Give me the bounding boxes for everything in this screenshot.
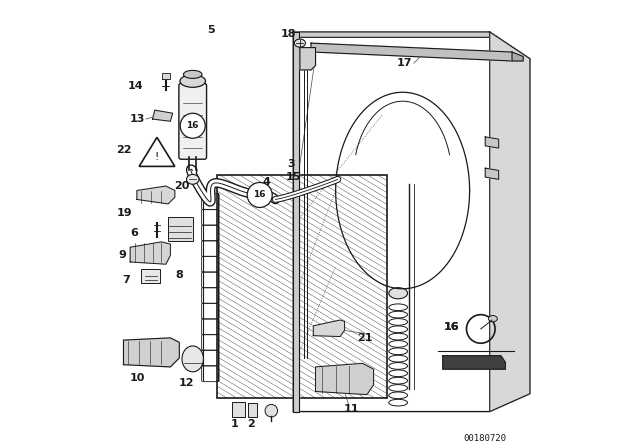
Text: 10: 10 [129,373,145,383]
FancyBboxPatch shape [232,402,244,418]
Text: 5: 5 [207,25,214,35]
Text: 12: 12 [179,378,194,388]
Text: 16: 16 [444,322,460,332]
Circle shape [247,182,272,207]
Circle shape [265,405,278,417]
Polygon shape [137,186,175,204]
Polygon shape [152,110,173,121]
Text: 21: 21 [357,333,372,343]
Text: !: ! [155,152,159,162]
Text: 15: 15 [285,172,301,182]
Ellipse shape [294,39,305,47]
Ellipse shape [180,75,205,87]
Text: 19: 19 [116,208,132,218]
Text: 16: 16 [253,190,266,199]
Polygon shape [293,32,530,63]
Text: 4: 4 [262,177,270,186]
Ellipse shape [488,315,497,322]
Bar [162,73,170,79]
Bar [217,175,387,398]
Text: 8: 8 [175,270,183,280]
Text: 18: 18 [281,29,296,39]
Text: 13: 13 [130,114,145,124]
Text: 9: 9 [118,250,127,260]
Text: 14: 14 [128,81,144,90]
Polygon shape [293,32,299,412]
Text: 22: 22 [116,145,131,155]
Ellipse shape [388,288,408,299]
Text: 6: 6 [131,228,139,238]
Text: 00180720: 00180720 [464,434,507,443]
Polygon shape [490,32,530,412]
Polygon shape [316,363,374,395]
Polygon shape [485,168,499,179]
Bar [217,175,387,398]
Text: 11: 11 [344,405,359,414]
Polygon shape [124,338,179,367]
Circle shape [180,113,205,138]
Polygon shape [443,356,506,369]
FancyBboxPatch shape [179,83,207,159]
Bar [248,403,257,417]
Polygon shape [485,137,499,148]
Polygon shape [300,47,316,70]
Text: 20: 20 [174,181,189,191]
Text: 7: 7 [122,275,129,285]
Polygon shape [314,320,344,336]
Ellipse shape [184,70,202,78]
FancyBboxPatch shape [141,269,159,283]
FancyBboxPatch shape [168,217,193,241]
Text: 3: 3 [287,159,295,169]
Polygon shape [311,43,515,61]
Text: 2: 2 [247,418,255,429]
Polygon shape [130,242,170,264]
Text: 17: 17 [397,58,413,68]
Text: 16: 16 [186,121,199,130]
Ellipse shape [182,346,204,372]
Text: 16: 16 [444,322,460,332]
Ellipse shape [186,174,199,184]
Text: 1: 1 [230,418,238,429]
Polygon shape [512,52,524,61]
